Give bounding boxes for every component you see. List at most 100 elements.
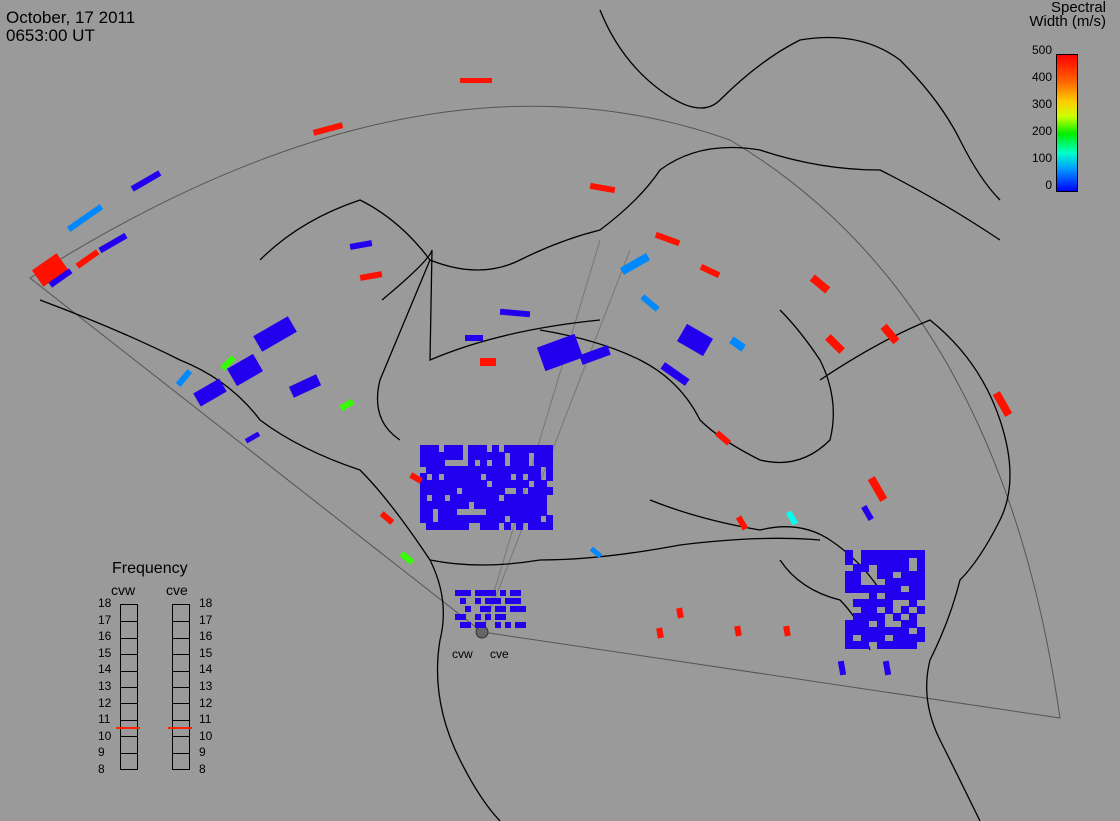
echo-cell <box>498 452 505 460</box>
echo-cell <box>474 480 481 488</box>
echo-cell <box>460 78 492 83</box>
echo-cell <box>853 585 861 593</box>
echo-cell <box>901 641 909 649</box>
echo-cell <box>516 494 523 502</box>
echo-cell <box>885 606 893 614</box>
echo-cell <box>456 473 463 481</box>
echo-cell <box>450 466 457 474</box>
echo-cell <box>909 634 917 642</box>
echo-cell <box>516 487 523 495</box>
echo-cell <box>492 473 499 481</box>
echo-cell <box>444 466 451 474</box>
freq-cell <box>121 769 137 770</box>
echo-cell <box>700 264 721 278</box>
echo-cell <box>546 459 553 467</box>
echo-cell <box>917 564 925 572</box>
echo-cell <box>475 598 481 604</box>
echo-cell <box>480 445 487 453</box>
echo-cell <box>885 550 893 558</box>
echo-cell <box>917 606 925 614</box>
echo-cell <box>456 515 463 523</box>
echo-cell <box>465 335 483 341</box>
echo-cell <box>528 473 535 481</box>
echo-cell <box>490 590 496 596</box>
freq-cell <box>173 720 189 721</box>
echo-cell <box>505 622 511 628</box>
echo-cell <box>468 515 475 523</box>
echo-cell <box>869 627 877 635</box>
echo-cell <box>845 571 853 579</box>
freq-selected-marker <box>168 727 192 729</box>
echo-cell <box>909 550 917 558</box>
echo-cell <box>253 316 297 352</box>
echo-cell <box>869 550 877 558</box>
echo-cell <box>486 452 493 460</box>
echo-cell <box>660 362 689 386</box>
echo-cell <box>468 459 475 467</box>
freq-level-label: 15 <box>199 646 219 660</box>
echo-cell <box>877 641 885 649</box>
echo-cell <box>500 614 506 620</box>
echo-cell <box>495 598 501 604</box>
echo-cell <box>877 585 885 593</box>
freq-level-label: 14 <box>98 662 118 676</box>
echo-cell <box>504 480 511 488</box>
echo-cell <box>510 508 517 516</box>
echo-cell <box>534 445 541 453</box>
colorbar-tick-label: 0 <box>1012 178 1052 192</box>
echo-cell <box>853 571 861 579</box>
echo-cell <box>438 487 445 495</box>
echo-cell <box>885 641 893 649</box>
echo-cell <box>909 578 917 586</box>
echo-cell <box>522 445 529 453</box>
echo-cell <box>480 466 487 474</box>
echo-cell <box>426 452 433 460</box>
echo-cell <box>450 480 457 488</box>
echo-cell <box>534 501 541 509</box>
echo-cell <box>468 494 475 502</box>
echo-cell <box>869 634 877 642</box>
echo-cell <box>736 515 748 530</box>
echo-cell <box>885 627 893 635</box>
freq-level-label: 12 <box>98 696 118 710</box>
echo-cell <box>456 480 463 488</box>
echo-cell <box>540 452 547 460</box>
echo-cell <box>450 501 457 509</box>
echo-cell <box>485 606 491 612</box>
echo-cell <box>444 452 451 460</box>
echo-cell <box>474 445 481 453</box>
fov-beam-boundary <box>482 240 600 632</box>
echo-cell <box>909 641 917 649</box>
freq-level-label: 17 <box>98 613 118 627</box>
echo-cell <box>510 494 517 502</box>
echo-cell <box>522 501 529 509</box>
echo-cell <box>522 459 529 467</box>
echo-cell <box>869 585 877 593</box>
echo-cell <box>426 459 433 467</box>
echo-cell <box>426 522 433 530</box>
echo-cell <box>498 480 505 488</box>
freq-cell <box>173 638 189 639</box>
freq-cell <box>173 753 189 754</box>
site-label-cvw: cvw <box>452 647 473 661</box>
freq-level-label: 11 <box>199 712 219 726</box>
echo-cell <box>869 606 877 614</box>
echo-cell <box>468 480 475 488</box>
echo-cell <box>534 459 541 467</box>
echo-cell <box>450 487 457 495</box>
echo-cell <box>462 480 469 488</box>
echo-cell <box>480 358 496 366</box>
echo-cell <box>432 480 439 488</box>
echo-cell <box>869 557 877 565</box>
echo-cell <box>861 585 869 593</box>
echo-cell <box>480 494 487 502</box>
colorbar-tick-label: 300 <box>1012 97 1052 111</box>
freq-cell <box>173 769 189 770</box>
echo-cell <box>176 369 192 387</box>
echo-cell <box>426 515 433 523</box>
echo-cell <box>534 487 541 495</box>
echo-cell <box>579 345 611 365</box>
echo-cell <box>868 476 887 502</box>
echo-cell <box>495 622 501 628</box>
echo-cell <box>853 599 861 607</box>
